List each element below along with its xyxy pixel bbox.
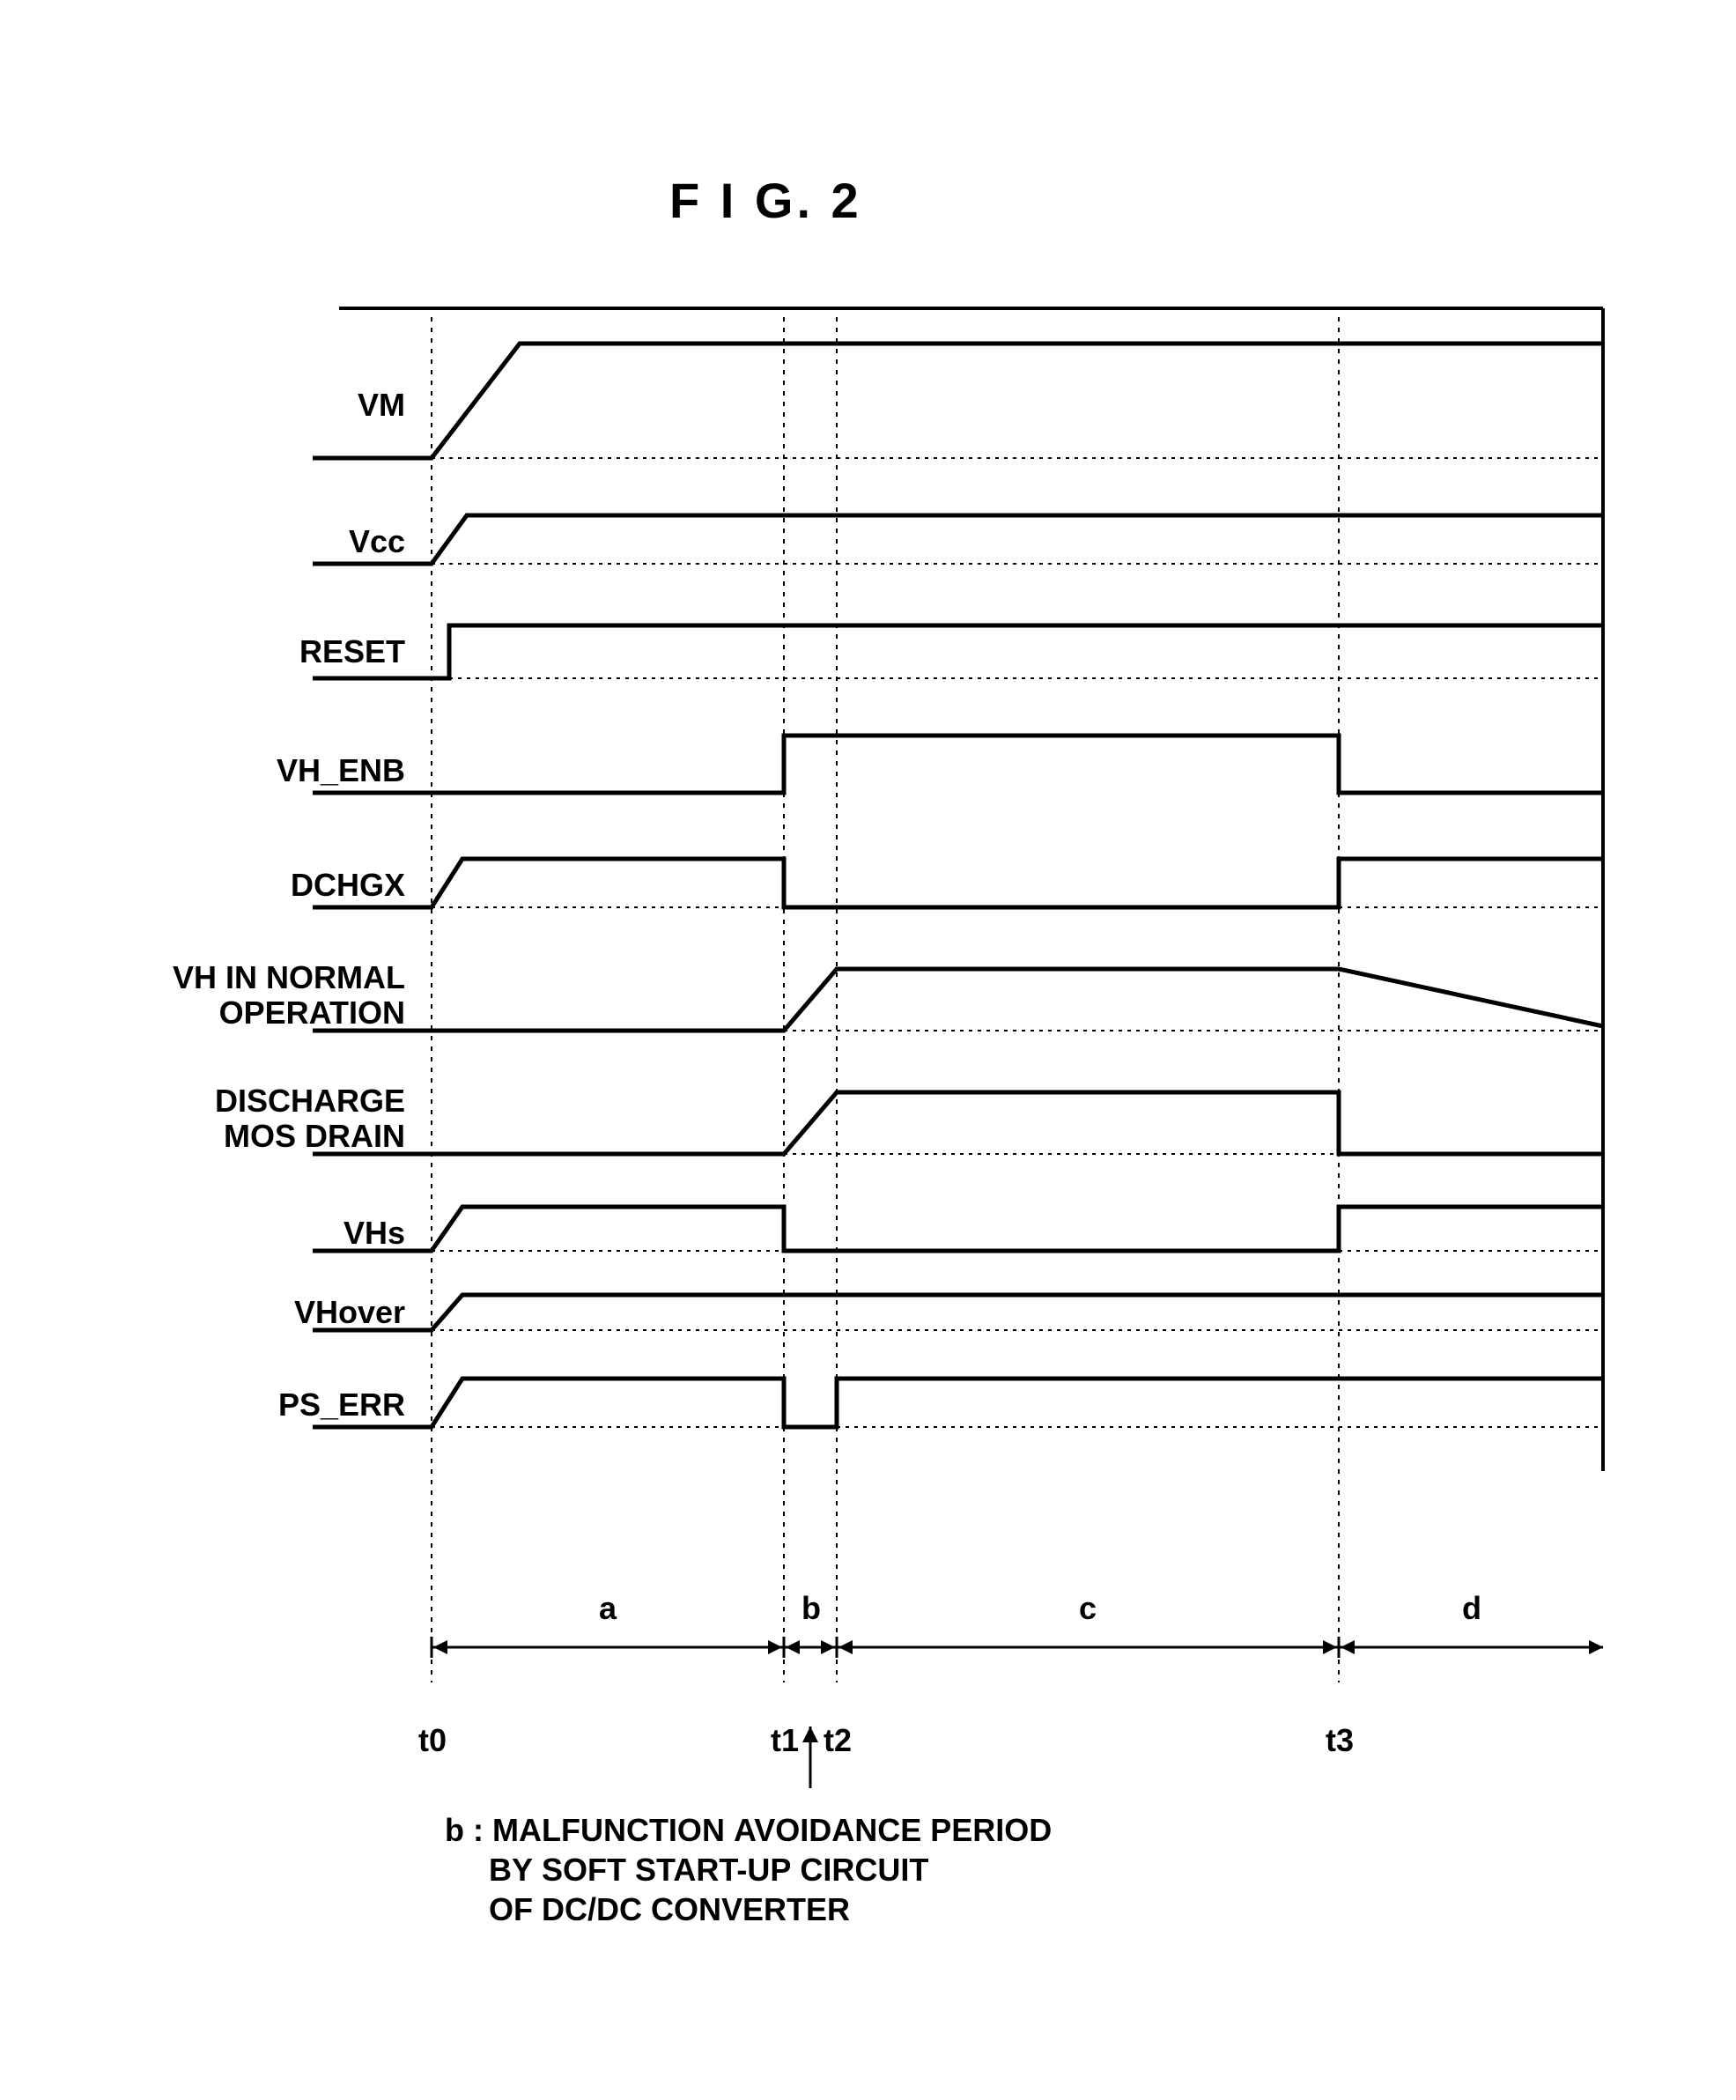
timing-diagram-svg [0, 0, 1736, 2100]
